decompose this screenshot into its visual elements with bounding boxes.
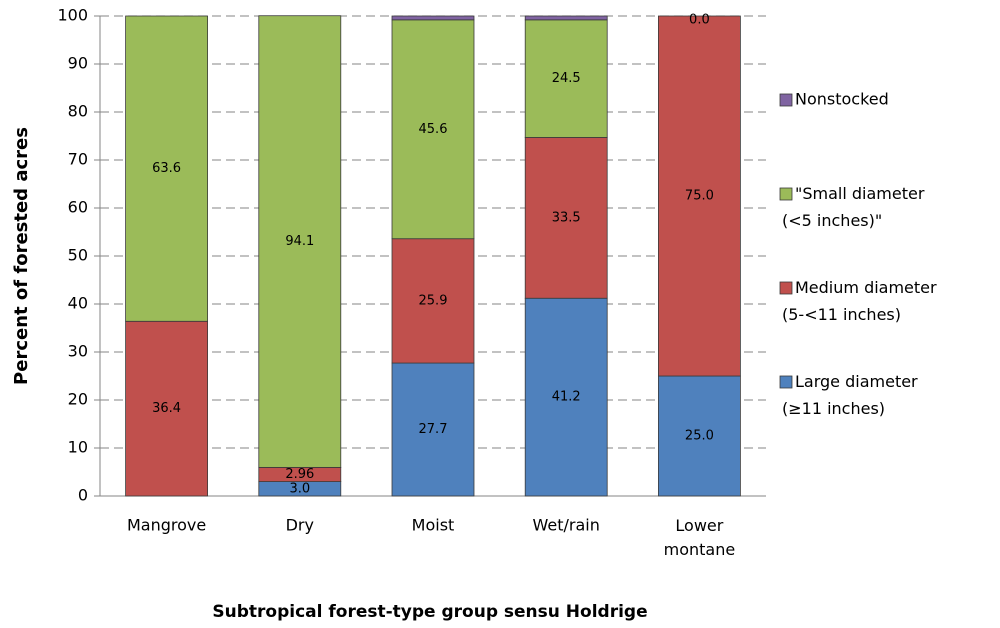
bar-segment	[658, 15, 741, 377]
legend-swatch	[779, 375, 793, 389]
y-tick-label: 0	[78, 486, 88, 505]
legend-swatch	[779, 187, 793, 201]
value-label: 94.1	[285, 234, 314, 249]
x-tick-label: Dry	[286, 516, 314, 535]
y-tick-label: 10	[68, 438, 88, 457]
bar-segment	[391, 362, 475, 497]
legend-label: Large diameter (≥11 inches)	[782, 372, 918, 418]
legend-label: Nonstocked	[795, 90, 889, 109]
value-label: 33.5	[552, 210, 581, 225]
x-tick-label: Lower montane	[664, 516, 736, 559]
y-tick-label: 30	[68, 342, 88, 361]
bar-segment	[524, 19, 608, 138]
value-label: 41.2	[552, 390, 581, 405]
legend-label: Medium diameter (5-<11 inches)	[782, 278, 937, 324]
x-tick-label: Wet/rain	[533, 516, 600, 535]
legend-label: "Small diameter (<5 inches)"	[782, 184, 925, 230]
x-tick-label: Mangrove	[127, 516, 206, 535]
x-axis-title: Subtropical forest-type group sensu Hold…	[212, 602, 647, 622]
y-tick-label: 70	[68, 150, 88, 169]
bar-segment	[258, 15, 342, 468]
bar-segment	[658, 375, 741, 497]
bar-segment	[524, 297, 608, 497]
value-label: 25.0	[685, 429, 714, 444]
legend-swatch	[779, 281, 793, 295]
value-label: 27.7	[419, 422, 448, 437]
bar-segment	[391, 15, 475, 21]
value-label: 36.4	[152, 401, 181, 416]
value-label: 24.5	[552, 71, 581, 86]
bar-segment	[524, 137, 608, 299]
value-label: 45.6	[419, 122, 448, 137]
value-label: 63.6	[152, 161, 181, 176]
bar-segment	[391, 19, 475, 240]
bar-segment	[125, 15, 208, 322]
value-label: 75.0	[685, 189, 714, 204]
bar-segment	[524, 15, 608, 21]
bar-segment	[391, 238, 475, 364]
y-axis-title: Percent of forested acres	[11, 127, 32, 385]
x-tick-label: Moist	[412, 516, 455, 535]
y-tick-label: 20	[68, 390, 88, 409]
y-tick-label: 90	[68, 54, 88, 73]
y-tick-label: 60	[68, 198, 88, 217]
legend-swatch	[779, 93, 793, 107]
y-tick-label: 50	[68, 246, 88, 265]
value-label: 3.0	[289, 481, 310, 496]
y-tick-label: 40	[68, 294, 88, 313]
y-tick-label: 100	[57, 6, 88, 25]
value-label: 2.96	[285, 467, 314, 482]
value-label: 0.0	[689, 13, 710, 28]
y-tick-label: 80	[68, 102, 88, 121]
value-label: 25.9	[419, 293, 448, 308]
